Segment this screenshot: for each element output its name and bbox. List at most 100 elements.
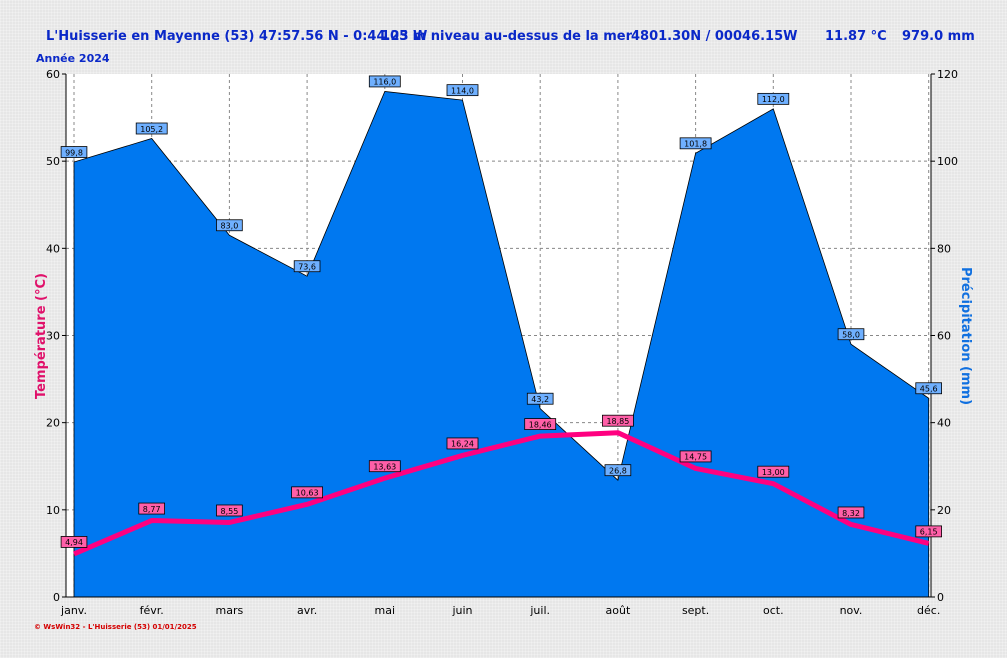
temperature-data-label: 13,63: [368, 460, 401, 473]
data-label-text: 105,2: [140, 125, 163, 134]
data-label-box: [757, 465, 790, 478]
precipitation-data-label: 43,2: [526, 392, 554, 405]
total-precipitation: 979.0 mm: [902, 29, 975, 44]
y-left-tick-label: 40: [46, 242, 60, 255]
data-label-text: 112,0: [762, 95, 785, 104]
x-tick-label: avr.: [297, 604, 317, 617]
precipitation-data-label: 116,0: [368, 75, 401, 88]
x-tick-label: mars: [216, 604, 244, 617]
data-label-box: [446, 84, 479, 97]
data-label-box: [915, 525, 942, 538]
data-label-text: 13,63: [373, 462, 396, 471]
y-right-tick-label: 40: [937, 417, 951, 430]
data-label-box: [135, 122, 168, 135]
data-label-box: [915, 382, 942, 395]
data-label-box: [368, 75, 401, 88]
precipitation-data-labels: 99,8 105,2 83,0 73,6 116,0 114,0 43,2 26,8 101,8…: [60, 75, 942, 477]
temperature-data-label: 6,15: [915, 525, 942, 538]
data-label-box: [837, 328, 865, 341]
data-label-box: [138, 502, 166, 515]
y-left-tick-label: 0: [53, 591, 60, 604]
temperature-data-label: 18,85: [602, 414, 634, 427]
precipitation-data-label: 112,0: [757, 92, 790, 105]
y-left-tick-label: 30: [46, 330, 60, 343]
temperature-data-label: 13,00: [757, 465, 790, 478]
data-label-text: 8,55: [220, 507, 238, 516]
x-tick-label: sept.: [682, 604, 709, 617]
data-label-box: [291, 486, 324, 499]
data-label-text: 10,63: [296, 489, 319, 498]
temperature-data-label: 8,32: [837, 506, 865, 519]
y-right-tick-label: 100: [937, 155, 958, 168]
temperature-data-label: 10,63: [291, 486, 324, 499]
precipitation-data-label: 73,6: [293, 260, 321, 273]
y-left-tick-label: 10: [46, 504, 60, 517]
temperature-data-label: 14,75: [679, 450, 712, 463]
precipitation-data-label: 105,2: [135, 122, 168, 135]
x-tick-label: juin: [451, 604, 472, 617]
data-label-text: 101,8: [684, 140, 707, 149]
data-label-box: [837, 506, 865, 519]
data-label-text: 14,75: [684, 453, 707, 462]
x-tick-label: nov.: [840, 604, 863, 617]
x-tick-label: janv.: [60, 604, 87, 617]
x-tick-label: juil.: [529, 604, 550, 617]
data-label-text: 13,00: [762, 468, 785, 477]
data-label-text: 18,46: [529, 420, 552, 429]
x-tick-label: févr.: [140, 604, 164, 617]
y-right-tick-label: 80: [937, 242, 951, 255]
temperature-axis-label: Température (°C): [34, 273, 49, 399]
data-label-box: [757, 92, 790, 105]
y-left-tick-label: 60: [46, 68, 60, 81]
data-label-box: [604, 464, 632, 477]
precipitation-data-label: 114,0: [446, 84, 479, 97]
data-label-text: 4,94: [65, 538, 83, 547]
y-right-tick-label: 120: [937, 68, 958, 81]
x-tick-label: août: [606, 604, 631, 617]
precipitation-axis-label: Précipitation (mm): [958, 267, 973, 405]
data-label-text: 16,24: [451, 440, 474, 449]
data-label-text: 45,6: [920, 385, 938, 394]
x-tick-label: oct.: [763, 604, 784, 617]
data-label-text: 114,0: [451, 86, 474, 95]
data-label-text: 116,0: [373, 78, 396, 87]
precipitation-data-label: 83,0: [216, 219, 243, 232]
data-label-text: 58,0: [842, 331, 860, 340]
grid-reference: 4801.30N / 00046.15W: [631, 29, 798, 44]
mean-temperature: 11.87 °C: [825, 29, 887, 44]
data-label-text: 73,6: [298, 263, 316, 272]
y-left-tick-label: 20: [46, 417, 60, 430]
data-label-box: [526, 392, 554, 405]
data-label-box: [60, 146, 88, 158]
data-label-text: 18,85: [606, 417, 629, 426]
data-label-text: 6,15: [920, 528, 938, 537]
precipitation-data-label: 101,8: [679, 137, 712, 150]
data-label-box: [446, 437, 479, 450]
data-label-box: [293, 260, 321, 273]
year-subtitle: Année 2024: [36, 52, 110, 65]
altitude-label: 105 m niveau au-dessus de la mer: [381, 29, 633, 44]
data-label-text: 26,8: [609, 466, 627, 475]
y-left-tick-label: 50: [46, 155, 60, 168]
station-title: L'Huisserie en Mayenne (53) 47:57.56 N -…: [46, 29, 428, 44]
data-label-box: [524, 418, 557, 430]
data-label-box: [60, 536, 88, 548]
y-right-tick-label: 0: [937, 591, 944, 604]
precipitation-data-label: 26,8: [604, 464, 632, 477]
y-right-tick-label: 60: [937, 330, 951, 343]
precipitation-data-label: 45,6: [915, 382, 942, 395]
temperature-data-label: 18,46: [524, 418, 557, 430]
data-label-text: 43,2: [531, 395, 549, 404]
data-label-box: [216, 219, 243, 232]
temperature-data-labels: 4,94 8,77 8,55 10,63 13,63 16,24 18,46 18,85 14,…: [60, 414, 942, 548]
data-label-box: [679, 137, 712, 150]
precipitation-data-label: 58,0: [837, 328, 865, 341]
precipitation-data-label: 99,8: [60, 146, 88, 158]
y-right-tick-label: 20: [937, 504, 951, 517]
data-label-box: [368, 460, 401, 473]
x-tick-label: mai: [375, 604, 396, 617]
data-label-box: [679, 450, 712, 463]
temperature-line: [73, 430, 930, 557]
software-footer: © WsWin32 - L'Huisserie (53) 01/01/2025: [34, 623, 197, 631]
